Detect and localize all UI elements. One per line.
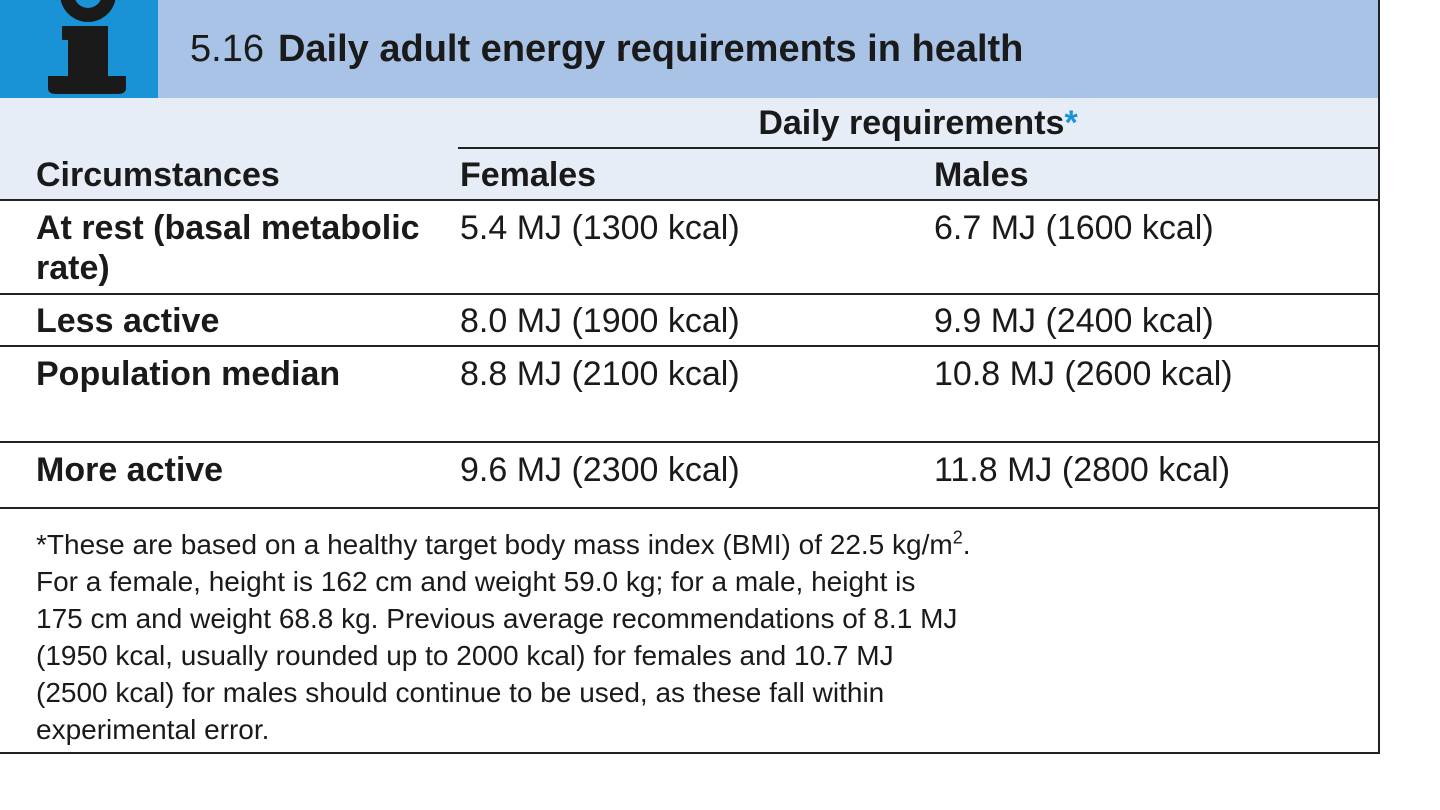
footnote-rule: [0, 507, 1378, 509]
row-females: 9.6 MJ (2300 kcal): [460, 451, 740, 489]
row-males: 10.8 MJ (2600 kcal): [934, 355, 1233, 393]
footnote-line4: (1950 kcal, usually rounded up to 2000 k…: [36, 640, 894, 671]
row-females: 5.4 MJ (1300 kcal): [460, 209, 740, 247]
footnote: *These are based on a healthy target bod…: [36, 526, 1366, 748]
title-label: Daily adult energy requirements in healt…: [277, 28, 1024, 70]
footnote-line6: experimental error.: [36, 714, 270, 745]
row-circumstance: Population median: [36, 355, 341, 393]
title-bar: 5.16 Daily adult energy requirements in h…: [0, 0, 1378, 98]
footnote-superscript: 2: [952, 527, 963, 548]
row-males: 9.9 MJ (2400 kcal): [934, 302, 1214, 340]
group-header: Daily requirements*: [458, 104, 1378, 143]
footnote-line1: *These are based on a healthy target bod…: [36, 529, 953, 560]
footnote-line: *These are based on a healthy target bod…: [36, 526, 1366, 563]
header-rule: [0, 199, 1378, 201]
table-box: [0, 0, 1380, 754]
row-females: 8.8 MJ (2100 kcal): [460, 355, 740, 393]
group-rule: [458, 147, 1378, 149]
header-band: [0, 98, 1378, 200]
row-males: 11.8 MJ (2800 kcal): [934, 451, 1231, 489]
column-header-circumstances: Circumstances: [36, 156, 280, 194]
title-number: 5.16: [190, 28, 264, 70]
row-circumstance: At rest (basal metabolic rate): [36, 209, 420, 287]
row-circumstance: More active: [36, 451, 224, 489]
page-title: 5.16 Daily adult energy requirements in h…: [190, 28, 1023, 71]
row-circumstance: Less active: [36, 302, 220, 340]
row-rule: [0, 293, 1378, 295]
footnote-line1-end: .: [962, 529, 971, 560]
group-header-label: Daily requirements: [758, 104, 1065, 142]
row-males: 6.7 MJ (1600 kcal): [934, 209, 1214, 247]
column-header-males: Males: [934, 156, 1029, 194]
row-rule: [0, 345, 1378, 347]
row-females: 8.0 MJ (1900 kcal): [460, 302, 740, 340]
row-rule: [0, 441, 1378, 443]
group-header-marker: *: [1064, 104, 1078, 142]
footnote-line2: For a female, height is 162 cm and weigh…: [36, 566, 916, 597]
info-i-icon: [0, 0, 158, 98]
footnote-line5: (2500 kcal) for males should continue to…: [36, 677, 885, 708]
footnote-line3: 175 cm and weight 68.8 kg. Previous aver…: [36, 603, 958, 634]
column-header-females: Females: [460, 156, 597, 194]
